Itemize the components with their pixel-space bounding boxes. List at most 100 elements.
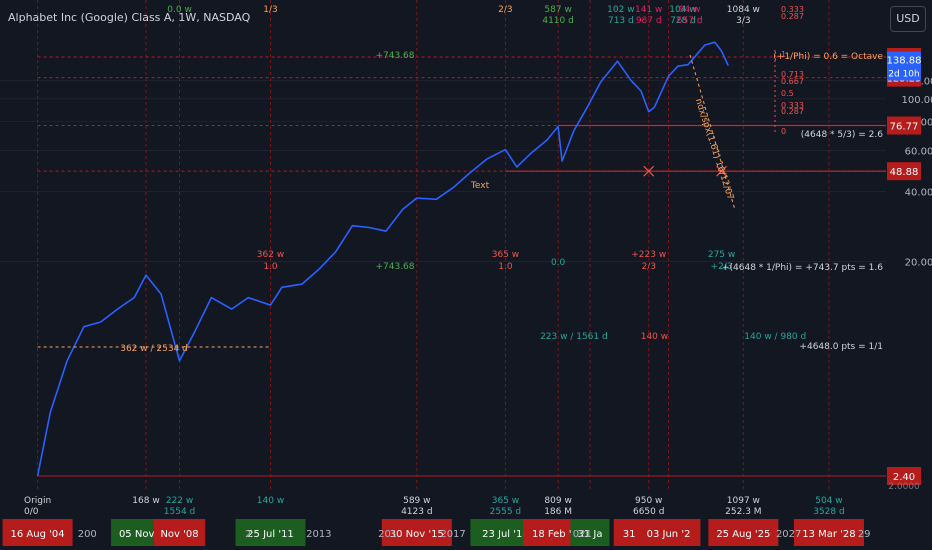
time-tag <box>235 519 306 546</box>
red-23-label: 2/3 <box>641 262 655 272</box>
time-tag-label: 18 Feb '20 <box>532 529 584 540</box>
axis-note: 2.0000 <box>888 482 920 492</box>
cross-mark <box>643 165 655 177</box>
bottom-count-sub: 186 M <box>544 507 572 517</box>
top-count: 1/3 <box>263 5 277 15</box>
time-axis-label: 29 <box>858 529 871 540</box>
y-tick-label: 40.00 <box>905 187 932 198</box>
price-tag-label: 76.77 <box>890 122 919 133</box>
bottom-count-sub: 252.3 M <box>725 507 761 517</box>
y-tick-label: 60.00 <box>905 146 932 157</box>
price-line[interactable] <box>36 41 730 477</box>
fib-level: 1 <box>781 50 786 59</box>
top-count-sub: 987 d <box>636 16 662 26</box>
top-count: 104 w <box>669 5 696 15</box>
y-tick-label: 20.00 <box>905 258 932 269</box>
price-tag <box>887 467 921 485</box>
bottom-count: 222 w <box>166 496 193 506</box>
ratio-label: +2/3 <box>711 262 733 272</box>
price-tag <box>887 162 921 181</box>
top-count-sub: 3/3 <box>736 16 750 26</box>
time-tag-label: 31 Ja <box>578 529 603 540</box>
time-tag-label: 03 Jun '2 <box>647 529 691 540</box>
origin-label: Origin <box>24 496 51 506</box>
last-price-tag <box>887 51 921 81</box>
currency-button[interactable]: USD <box>890 6 926 32</box>
eq-octave: (+1/Phi) = 0.6 = Octave <box>773 52 883 62</box>
bottom-count: 809 w <box>544 496 571 506</box>
cyan-275-label: 275 w <box>708 250 735 260</box>
top-count: 1084 w <box>727 5 760 15</box>
top-count: 94 w <box>679 5 701 15</box>
fib-level: 0.287 <box>781 107 804 116</box>
time-axis-label: 2013 <box>306 529 331 540</box>
time-tag-label: 13 Mar '28 <box>802 529 855 540</box>
cyan-223-label: 223 w / 1561 d <box>540 332 608 342</box>
bottom-count-sub: 6650 d <box>633 507 664 517</box>
top-count-sub: 728 d <box>670 16 696 26</box>
red-140-label: 140 w <box>641 332 668 342</box>
last-price-value: 138.88 <box>887 56 922 67</box>
time-axis-label: 021 <box>573 529 592 540</box>
symbol-title: Alphabet Inc (Google) Class A, 1W, NASDA… <box>8 11 251 24</box>
fib-level: 0.333 <box>781 5 804 14</box>
time-tag-label: 05 Nov '07 <box>119 529 173 540</box>
bottom-count: 589 w <box>403 496 430 506</box>
bottom-count: 168 w <box>132 496 159 506</box>
bottom-count: 504 w <box>815 496 842 506</box>
time-tag-label: Nov '08 <box>160 529 198 540</box>
eq-4648-0: +4648.0 pts = 1/1 <box>799 342 883 352</box>
zero-label: 0.0 <box>551 258 566 268</box>
time-tag <box>708 519 779 546</box>
fib-level: 0.713 <box>781 70 804 79</box>
time-axis-label: 200 <box>78 529 97 540</box>
time-tag-label: 30 Nov '15 <box>390 529 444 540</box>
time-axis-label: 2027 <box>776 529 801 540</box>
time-tag-label: 25 Aug '25 <box>716 529 770 540</box>
last-price-countdown: 2d 10h <box>888 70 919 80</box>
top-count: 587 w <box>544 5 571 15</box>
mid-label-sub: 1.0 <box>263 262 278 272</box>
green-743-top: +743.68 <box>375 51 414 61</box>
top-count: 0.0 w <box>167 5 192 15</box>
red-223-label: +223 w <box>631 250 666 260</box>
text-label: Text <box>470 181 490 191</box>
top-count-sub: 657 d <box>677 16 703 26</box>
mid-label: 365 w <box>492 250 519 260</box>
time-tag <box>793 519 864 546</box>
bottom-count: 950 w <box>635 496 662 506</box>
time-axis-label: 2017 <box>440 529 465 540</box>
price-tag <box>887 116 921 135</box>
fib-level: 0.667 <box>781 77 804 86</box>
time-tag <box>570 519 610 546</box>
diagonal-label: ndx/spx(1.61) 16/12/07 <box>693 97 735 201</box>
range-label: 362 w / 2534 d <box>120 344 188 354</box>
time-tag <box>153 519 206 546</box>
time-axis-label: 201 <box>378 529 397 540</box>
bottom-count: 140 w <box>257 496 284 506</box>
time-tag-label: 23 Jul '18 <box>482 529 529 540</box>
mid-label: 362 w <box>257 250 284 260</box>
top-count: 2/3 <box>498 5 512 15</box>
green-743-mid: +743.68 <box>375 262 414 272</box>
fib-level: 0 <box>781 127 786 136</box>
bottom-count-sub: 2555 d <box>490 507 521 517</box>
fib-level: 0.287 <box>781 12 804 21</box>
origin-value: 0/0 <box>24 507 39 517</box>
fib-level: 0.333 <box>781 101 804 110</box>
bottom-count: 1097 w <box>727 496 760 506</box>
bottom-count: 365 w <box>492 496 519 506</box>
time-axis-label: 2 <box>245 529 251 540</box>
top-count-sub: 4110 d <box>542 16 573 26</box>
bottom-count-sub: 1554 d <box>164 507 195 517</box>
eq-4648-53: (4648 * 5/3) = 2.6 <box>801 130 883 140</box>
y-tick-label: 100.00 <box>902 95 932 106</box>
time-tag <box>636 519 701 546</box>
fib-level: 0.5 <box>781 89 794 98</box>
mid-label-sub: 1.0 <box>498 262 513 272</box>
time-tag-label: 16 Aug '04 <box>11 529 65 540</box>
eq-4648-phi: +(4648 * 1/Phi) = +743.7 pts = 1.6 <box>722 263 883 273</box>
bottom-count-sub: 3528 d <box>813 507 844 517</box>
